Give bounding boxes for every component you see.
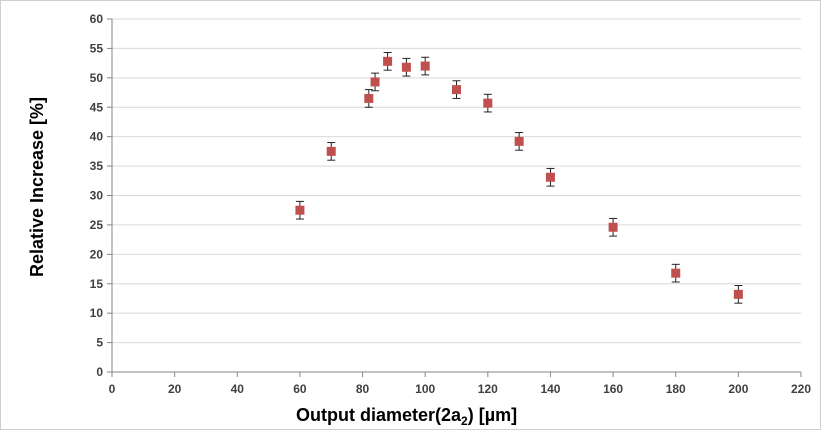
x-tick-label: 60 bbox=[293, 382, 307, 396]
y-axis-title: Relative Increase [%] bbox=[27, 97, 47, 277]
y-tick-label: 45 bbox=[90, 100, 104, 114]
y-tick-label: 60 bbox=[90, 12, 104, 26]
x-tick-label: 40 bbox=[231, 382, 245, 396]
x-tick-label: 200 bbox=[728, 382, 748, 396]
x-tick-label: 180 bbox=[666, 382, 686, 396]
data-markers bbox=[295, 52, 743, 304]
x-axis-title-suffix: ) [µm] bbox=[468, 405, 517, 425]
y-tick-label: 30 bbox=[90, 189, 104, 203]
data-point bbox=[514, 132, 524, 151]
x-tick-label: 100 bbox=[415, 382, 435, 396]
x-axis-title-main: Output diameter(2a bbox=[296, 405, 462, 425]
data-point bbox=[364, 89, 374, 108]
data-point bbox=[295, 200, 305, 220]
square-marker bbox=[608, 222, 618, 232]
square-marker bbox=[364, 93, 374, 103]
tick-labels: 0 5 10 15 20 25 30 35 40 45 50 55 60 0 20 40 60 80 100 120 1… bbox=[90, 12, 812, 396]
square-marker bbox=[483, 98, 493, 108]
y-tick-label: 5 bbox=[96, 336, 103, 350]
y-tick-label: 20 bbox=[90, 247, 104, 261]
x-tick-label: 20 bbox=[168, 382, 182, 396]
square-marker bbox=[671, 268, 681, 278]
data-point bbox=[483, 93, 493, 113]
square-marker bbox=[401, 62, 411, 72]
square-marker bbox=[420, 61, 430, 71]
y-tick-label: 15 bbox=[90, 277, 104, 291]
y-tick-label: 35 bbox=[90, 159, 104, 173]
square-marker bbox=[452, 85, 461, 95]
x-tick-label: 220 bbox=[791, 382, 811, 396]
square-marker bbox=[326, 146, 336, 156]
square-marker bbox=[295, 205, 305, 215]
data-point bbox=[383, 52, 393, 71]
data-point bbox=[420, 56, 430, 76]
y-tick-label: 50 bbox=[90, 71, 104, 85]
data-point bbox=[608, 217, 618, 237]
x-axis-title-subscript: 2 bbox=[461, 414, 468, 428]
data-point bbox=[370, 72, 380, 92]
y-tick-label: 40 bbox=[90, 130, 104, 144]
x-tick-label: 140 bbox=[540, 382, 560, 396]
data-point bbox=[401, 57, 411, 77]
data-point bbox=[733, 285, 743, 304]
square-marker bbox=[733, 289, 743, 299]
data-point bbox=[452, 80, 461, 99]
square-marker bbox=[383, 56, 393, 66]
gridlines bbox=[112, 18, 801, 344]
data-point bbox=[326, 142, 336, 161]
square-marker bbox=[545, 172, 555, 182]
axes bbox=[107, 18, 802, 377]
y-tick-label: 0 bbox=[96, 365, 103, 379]
x-tick-label: 0 bbox=[109, 382, 116, 396]
y-tick-label: 55 bbox=[90, 41, 104, 55]
x-tick-label: 120 bbox=[478, 382, 498, 396]
data-point bbox=[545, 167, 555, 187]
x-axis-title: Output diameter(2a2) [µm] bbox=[296, 405, 517, 428]
x-tick-label: 160 bbox=[603, 382, 623, 396]
square-marker bbox=[514, 136, 524, 146]
data-point bbox=[671, 263, 681, 283]
x-tick-label: 80 bbox=[356, 382, 370, 396]
y-tick-label: 10 bbox=[90, 306, 104, 320]
square-marker bbox=[370, 77, 380, 87]
y-tick-label: 25 bbox=[90, 218, 104, 232]
